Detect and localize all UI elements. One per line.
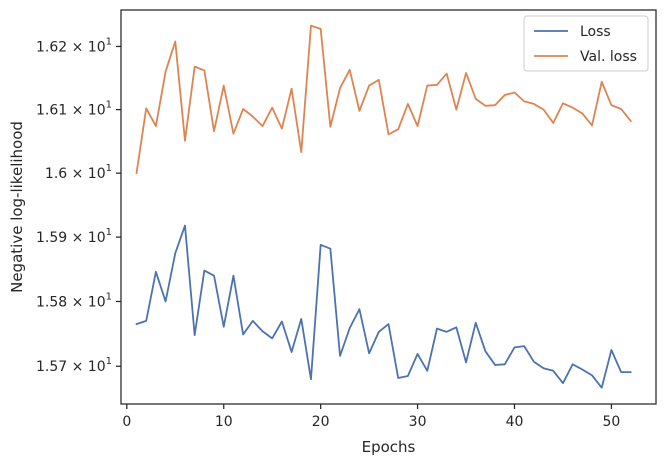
x-tick-label: 50 [603, 414, 621, 430]
y-tick-label: 1.59 × 101 [36, 227, 112, 246]
series-line-1 [135, 24, 632, 175]
series-line-0 [135, 224, 632, 389]
x-tick-label: 10 [215, 414, 233, 430]
y-tick-label: 1.57 × 101 [36, 356, 112, 375]
x-tick-label: 20 [312, 414, 330, 430]
legend: Loss Val. loss [523, 15, 649, 72]
x-tick-label: 0 [122, 414, 131, 430]
plot-frame [120, 9, 657, 405]
x-axis-ticks: 0 10 20 30 40 50 [122, 404, 620, 430]
legend-label-loss: Loss [580, 24, 611, 40]
y-tick-label: 1.62 × 101 [36, 36, 112, 55]
y-tick-label: 1.61 × 101 [36, 100, 112, 119]
legend-frame [523, 15, 649, 72]
y-tick-label: 1.58 × 101 [36, 291, 112, 310]
x-tick-label: 30 [409, 414, 427, 430]
y-axis-label: Negative log-likelihood [8, 121, 26, 293]
x-tick-label: 40 [506, 414, 524, 430]
y-tick-label: 1.6 × 101 [45, 163, 112, 182]
y-axis-ticks: 1.57 × 101 1.58 × 101 1.59 × 101 1.6 × 101 1… [36, 36, 121, 375]
series-layer [135, 24, 632, 389]
legend-label-val-loss: Val. loss [580, 49, 637, 65]
x-axis-label: Epochs [362, 438, 416, 456]
